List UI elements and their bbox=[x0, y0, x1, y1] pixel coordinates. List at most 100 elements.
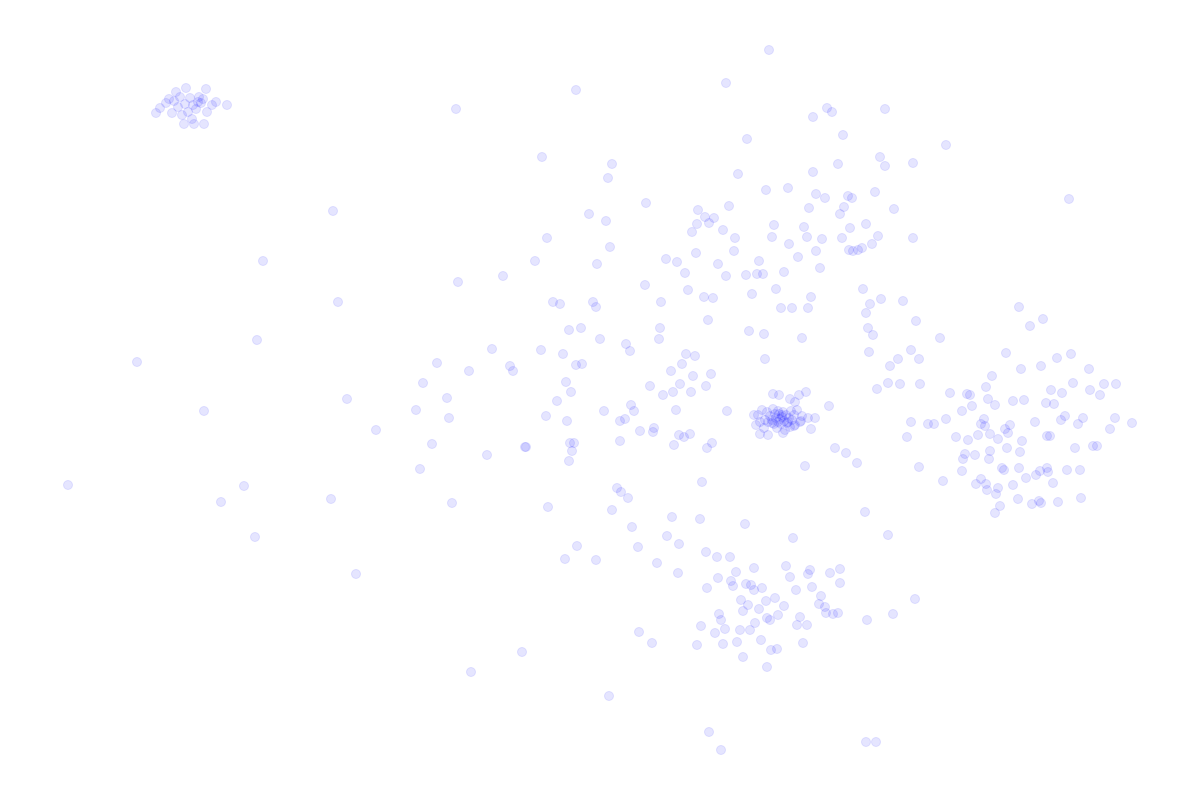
data-point bbox=[692, 219, 702, 229]
data-point bbox=[701, 381, 711, 391]
data-point bbox=[201, 84, 211, 94]
data-point bbox=[185, 93, 195, 103]
data-point bbox=[814, 599, 824, 609]
data-point bbox=[803, 413, 813, 423]
data-point bbox=[695, 514, 705, 524]
data-point bbox=[718, 639, 728, 649]
data-point bbox=[599, 406, 609, 416]
data-point bbox=[816, 591, 826, 601]
data-point bbox=[371, 425, 381, 435]
data-point bbox=[672, 257, 682, 267]
data-point bbox=[691, 248, 701, 258]
data-point bbox=[674, 430, 684, 440]
data-point bbox=[1110, 413, 1120, 423]
data-point bbox=[216, 497, 226, 507]
data-point bbox=[806, 292, 816, 302]
data-point bbox=[958, 454, 968, 464]
data-point bbox=[482, 450, 492, 460]
data-point bbox=[751, 420, 761, 430]
data-point bbox=[626, 400, 636, 410]
data-point bbox=[707, 438, 717, 448]
data-point bbox=[967, 401, 977, 411]
data-point bbox=[755, 429, 765, 439]
data-point bbox=[615, 436, 625, 446]
data-point bbox=[760, 354, 770, 364]
data-point bbox=[173, 102, 183, 112]
data-point bbox=[1030, 417, 1040, 427]
data-point bbox=[883, 378, 893, 388]
data-point bbox=[180, 99, 190, 109]
data-point bbox=[885, 361, 895, 371]
data-point bbox=[763, 417, 773, 427]
data-point bbox=[211, 97, 221, 107]
data-point bbox=[560, 554, 570, 564]
data-point bbox=[652, 558, 662, 568]
data-point bbox=[847, 193, 857, 203]
data-point bbox=[908, 158, 918, 168]
data-point bbox=[521, 442, 531, 452]
data-point bbox=[993, 434, 1003, 444]
data-point bbox=[1002, 443, 1012, 453]
data-point bbox=[987, 371, 997, 381]
data-point bbox=[876, 294, 886, 304]
data-point bbox=[1041, 398, 1051, 408]
data-point bbox=[567, 446, 577, 456]
data-point bbox=[1084, 364, 1094, 374]
data-point bbox=[690, 351, 700, 361]
data-point bbox=[960, 449, 970, 459]
data-point bbox=[902, 432, 912, 442]
data-point bbox=[762, 662, 772, 672]
data-point bbox=[1066, 349, 1076, 359]
data-point bbox=[828, 609, 838, 619]
data-point bbox=[973, 430, 983, 440]
data-point bbox=[716, 615, 726, 625]
data-point bbox=[754, 604, 764, 614]
data-point bbox=[837, 233, 847, 243]
data-point bbox=[1031, 470, 1041, 480]
data-point bbox=[696, 621, 706, 631]
data-point bbox=[464, 366, 474, 376]
data-point bbox=[741, 270, 751, 280]
data-point bbox=[1036, 498, 1046, 508]
data-point bbox=[883, 530, 893, 540]
data-point bbox=[827, 107, 837, 117]
data-point bbox=[999, 465, 1009, 475]
data-point bbox=[1034, 496, 1044, 506]
data-point bbox=[702, 443, 712, 453]
data-point bbox=[962, 389, 972, 399]
data-point bbox=[713, 259, 723, 269]
data-point bbox=[1105, 424, 1115, 434]
data-point bbox=[680, 268, 690, 278]
data-point bbox=[759, 423, 769, 433]
data-point bbox=[911, 316, 921, 326]
data-point bbox=[838, 130, 848, 140]
data-point bbox=[627, 522, 637, 532]
data-point bbox=[629, 406, 639, 416]
data-point bbox=[541, 411, 551, 421]
data-point bbox=[835, 209, 845, 219]
data-point bbox=[778, 407, 788, 417]
data-point bbox=[710, 628, 720, 638]
data-point bbox=[785, 422, 795, 432]
data-point bbox=[1019, 395, 1029, 405]
data-point bbox=[1064, 194, 1074, 204]
data-point bbox=[774, 409, 784, 419]
data-point bbox=[991, 489, 1001, 499]
data-point bbox=[824, 401, 834, 411]
data-point bbox=[772, 423, 782, 433]
data-point bbox=[641, 198, 651, 208]
data-point bbox=[857, 243, 867, 253]
data-point bbox=[808, 112, 818, 122]
data-point bbox=[774, 390, 784, 400]
data-point bbox=[432, 358, 442, 368]
data-point bbox=[194, 92, 204, 102]
data-points bbox=[63, 45, 1137, 755]
data-point bbox=[656, 297, 666, 307]
data-point bbox=[487, 344, 497, 354]
data-point bbox=[767, 415, 777, 425]
data-point bbox=[591, 302, 601, 312]
data-point bbox=[700, 212, 710, 222]
data-point bbox=[863, 323, 873, 333]
data-point bbox=[761, 596, 771, 606]
